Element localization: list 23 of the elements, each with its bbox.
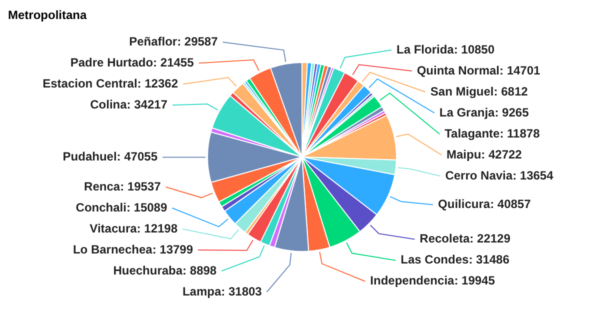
slice-label: Pudahuel: 47055 <box>62 150 158 164</box>
slice-label: Recoleta: 22129 <box>420 232 511 246</box>
chart-title: Metropolitana <box>8 8 88 22</box>
slice-label: La Florida: 10850 <box>396 42 495 56</box>
slice-label: Cerro Navia: 13654 <box>445 168 554 182</box>
slice-label: Peñaflor: 29587 <box>129 34 218 48</box>
slice-label: Colina: 34217 <box>90 97 168 112</box>
slice-label: Estacion Central: 12362 <box>42 76 178 90</box>
slice-label: San Miguel: 6812 <box>430 84 528 98</box>
slice-label: Las Condes: 31486 <box>400 252 510 267</box>
slice-label: Padre Hurtado: 21455 <box>70 55 194 70</box>
slice-label: La Granja: 9265 <box>439 105 530 120</box>
slice-label: Huechuraba: 8898 <box>113 263 217 278</box>
slice-label: Talagante: 11878 <box>444 126 540 140</box>
slice-label: Renca: 19537 <box>84 179 162 194</box>
slice-label: Maipu: 42722 <box>446 147 522 162</box>
slice-label: Independencia: 19945 <box>370 274 496 288</box>
slice-label: Vitacura: 12198 <box>90 221 178 236</box>
slice-label: Quinta Normal: 14701 <box>416 63 541 78</box>
slice-label: Lo Barnechea: 13799 <box>72 242 194 256</box>
slice-label: Lampa: 31803 <box>182 284 262 298</box>
slice-label: Conchali: 15089 <box>76 200 168 214</box>
slice-label: Quilicura: 40857 <box>438 197 532 212</box>
